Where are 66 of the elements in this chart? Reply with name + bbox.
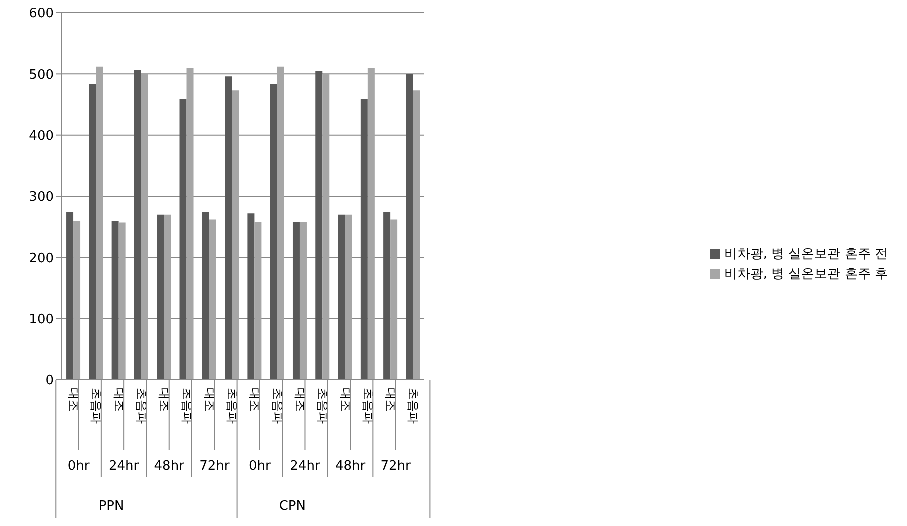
bar bbox=[202, 212, 210, 380]
bar bbox=[134, 70, 142, 380]
text: 48hr bbox=[154, 459, 186, 474]
bar bbox=[89, 84, 96, 380]
text: 24hr bbox=[109, 459, 140, 474]
bar bbox=[180, 99, 187, 380]
bar bbox=[186, 68, 194, 380]
bar bbox=[112, 220, 119, 380]
text: 24hr bbox=[290, 459, 321, 474]
bar bbox=[232, 90, 240, 380]
bar bbox=[225, 76, 232, 380]
x-tick-label: 대조 bbox=[293, 388, 308, 412]
x-tick-label: 대조 bbox=[202, 388, 217, 412]
y-tick-label: 200 bbox=[29, 251, 54, 266]
bar bbox=[413, 90, 420, 380]
x-tick-label: 초음파 bbox=[361, 388, 376, 424]
y-tick-label: 600 bbox=[29, 6, 54, 22]
bar bbox=[74, 220, 81, 380]
bar bbox=[66, 212, 74, 380]
y-tick-label: 300 bbox=[29, 190, 54, 206]
bar bbox=[254, 222, 262, 380]
bar bbox=[345, 214, 352, 380]
bar bbox=[248, 214, 255, 380]
bar bbox=[157, 214, 164, 380]
bar bbox=[270, 84, 278, 380]
legend-label: 비차광, 병 실온보관 혼주 후 bbox=[724, 267, 888, 282]
bar bbox=[209, 220, 216, 380]
bar bbox=[292, 222, 300, 380]
bar bbox=[406, 74, 414, 380]
bar bbox=[316, 71, 323, 380]
y-tick-label: 0 bbox=[46, 374, 54, 389]
text: 72hr bbox=[200, 459, 230, 474]
x-tick-label: 초음파 bbox=[226, 388, 240, 424]
text: 0hr bbox=[68, 459, 90, 474]
bar bbox=[322, 74, 330, 380]
x-tick-label: 초음파 bbox=[90, 388, 104, 424]
bar bbox=[300, 222, 307, 380]
x-tick-label: 초음파 bbox=[316, 388, 330, 424]
x-tick-label: 초음파 bbox=[134, 388, 149, 424]
x-tick-label: 대조 bbox=[384, 388, 398, 412]
legend-label: 비차광, 병 실온보관 혼주 전 bbox=[724, 247, 888, 262]
x-tick-label: 초음파 bbox=[406, 388, 421, 424]
x-tick-label: 대조 bbox=[248, 388, 262, 412]
bar bbox=[118, 222, 126, 380]
bar bbox=[390, 220, 398, 380]
text: 0hr bbox=[249, 459, 272, 474]
x-tick-label: 대조 bbox=[67, 388, 82, 412]
text: 48hr bbox=[335, 459, 366, 474]
text: PPN bbox=[98, 499, 124, 514]
bar bbox=[360, 99, 368, 380]
y-tick-label: 100 bbox=[29, 312, 54, 328]
bar bbox=[384, 212, 391, 380]
bar bbox=[164, 214, 172, 380]
bar bbox=[338, 214, 346, 380]
x-tick-label: 초음파 bbox=[270, 388, 285, 424]
text: 72hr bbox=[380, 459, 412, 474]
y-tick-label: 400 bbox=[29, 128, 54, 144]
x-tick-label: 대조 bbox=[158, 388, 172, 412]
text: CPN bbox=[279, 499, 306, 514]
bar bbox=[277, 66, 284, 380]
bar bbox=[368, 68, 375, 380]
bar bbox=[96, 66, 104, 380]
x-tick-label: 대조 bbox=[112, 388, 126, 412]
y-tick-label: 500 bbox=[29, 68, 54, 83]
bar bbox=[141, 74, 148, 380]
x-tick-label: 대조 bbox=[338, 388, 353, 412]
